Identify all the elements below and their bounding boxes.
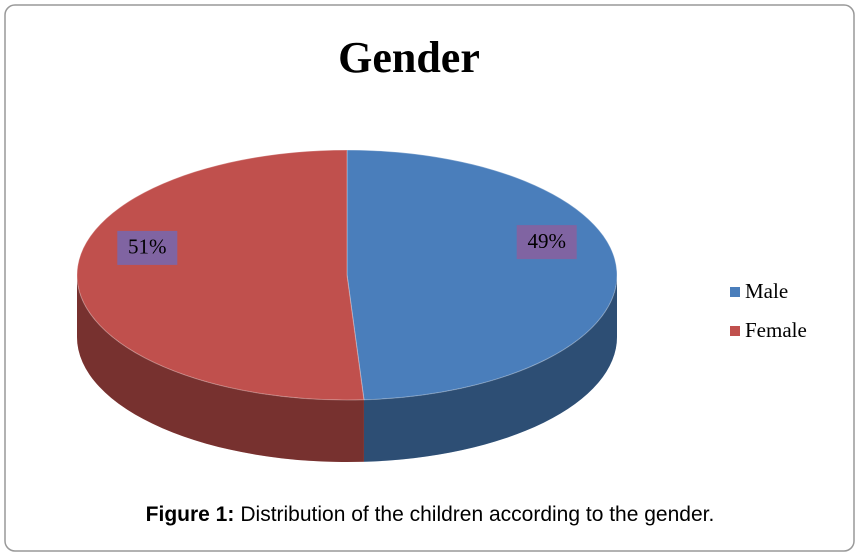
value-label: 51% bbox=[128, 235, 167, 259]
caption-label: Figure 1: bbox=[146, 503, 235, 526]
pie-top bbox=[346, 149, 618, 401]
pie-side-shade bbox=[77, 275, 364, 462]
legend-swatch bbox=[730, 287, 740, 297]
pie-slice bbox=[76, 149, 365, 462]
caption: Figure 1: Distribution of the children ac… bbox=[146, 503, 715, 526]
value-label: 49% bbox=[527, 229, 566, 253]
pie-side-shade bbox=[363, 275, 617, 462]
pie: 49% 51% Male Female bbox=[76, 149, 807, 462]
legend-swatch bbox=[730, 326, 740, 336]
legend-label: Male bbox=[745, 279, 788, 303]
pie-side bbox=[77, 275, 364, 462]
value-label-box bbox=[117, 230, 178, 265]
pie-top bbox=[76, 149, 365, 401]
chart-title: Gender bbox=[338, 33, 480, 82]
pie-side bbox=[363, 275, 617, 462]
pie-slice bbox=[346, 149, 618, 462]
value-label-box bbox=[516, 225, 577, 260]
legend-label: Female bbox=[745, 318, 807, 342]
caption-text: Distribution of the children according t… bbox=[240, 503, 714, 526]
